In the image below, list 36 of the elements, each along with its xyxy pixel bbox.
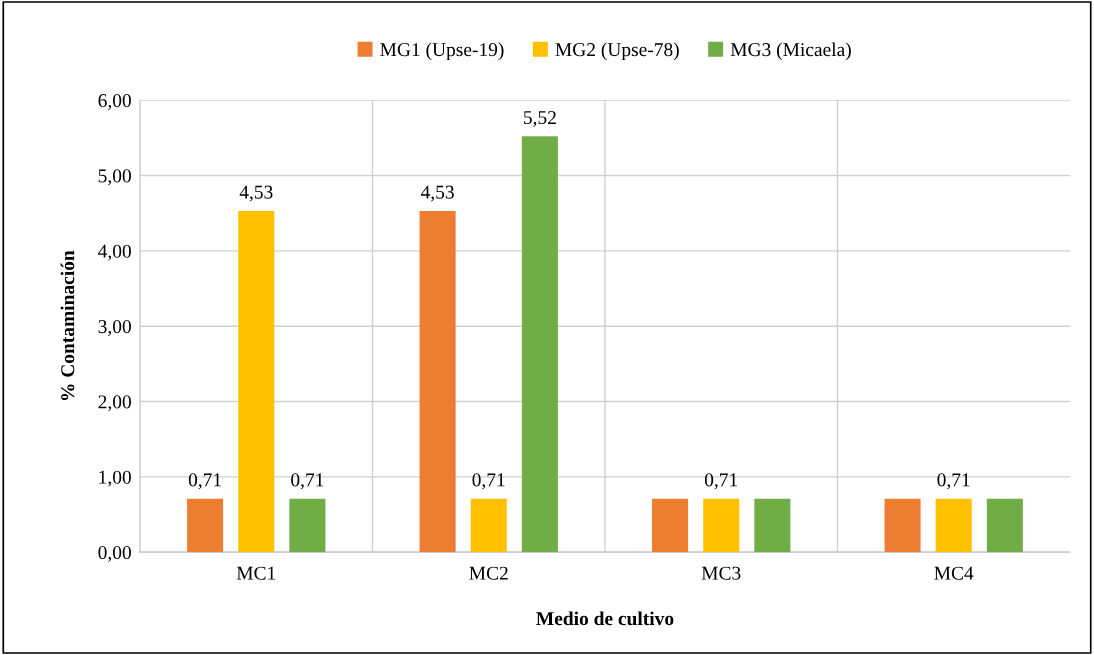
y-tick-label: 3,00 bbox=[98, 320, 131, 336]
data-label: 0,71 bbox=[704, 473, 738, 490]
bar bbox=[703, 498, 740, 553]
x-tick-label: MC1 bbox=[236, 566, 276, 580]
y-tick-label: 2,00 bbox=[98, 395, 131, 412]
data-label: 0,71 bbox=[188, 473, 221, 490]
bar bbox=[187, 498, 224, 553]
data-label: 5,52 bbox=[524, 111, 556, 127]
bar bbox=[289, 498, 326, 553]
x-axis-title: Medio de cultivo bbox=[536, 611, 674, 626]
legend-label: MG3 (Micaela) bbox=[730, 42, 851, 61]
bar bbox=[652, 498, 689, 553]
x-tick-label: MC3 bbox=[701, 566, 741, 580]
bar bbox=[884, 498, 921, 553]
y-tick-label: 1,00 bbox=[99, 470, 131, 487]
data-label: 4,53 bbox=[420, 185, 454, 202]
legend-label: MG1 (Upse-19) bbox=[380, 42, 504, 61]
bar bbox=[986, 498, 1023, 553]
bar bbox=[238, 210, 275, 553]
y-tick-label: 6,00 bbox=[98, 94, 131, 110]
y-tick-label: 0,00 bbox=[98, 545, 131, 562]
x-tick-label: MC2 bbox=[469, 566, 508, 580]
data-label: 0,71 bbox=[472, 473, 505, 490]
data-label: 0,71 bbox=[291, 473, 324, 490]
bar bbox=[754, 498, 791, 553]
bar bbox=[521, 136, 558, 553]
bar bbox=[470, 498, 507, 553]
data-label: 0,71 bbox=[937, 473, 970, 490]
bar bbox=[935, 498, 972, 553]
y-axis-title: % Contaminación bbox=[60, 250, 75, 401]
y-tick-label: 4,00 bbox=[98, 244, 131, 261]
x-tick-label: MC4 bbox=[934, 566, 974, 580]
bar bbox=[419, 210, 456, 553]
data-label: 4,53 bbox=[239, 185, 273, 202]
legend-label: MG2 (Upse-78) bbox=[555, 42, 679, 61]
y-tick-label: 5,00 bbox=[98, 169, 131, 186]
